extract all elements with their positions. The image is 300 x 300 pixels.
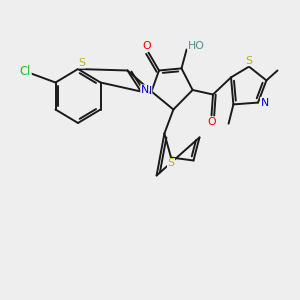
Text: HO: HO (188, 41, 205, 51)
Text: Cl: Cl (20, 65, 31, 78)
Text: S: S (78, 58, 85, 68)
Text: O: O (207, 117, 216, 127)
Text: S: S (167, 158, 175, 169)
Text: N: N (260, 98, 269, 108)
Text: S: S (245, 56, 253, 66)
Text: N: N (141, 85, 149, 95)
Text: N: N (143, 86, 152, 97)
Text: O: O (143, 41, 151, 51)
